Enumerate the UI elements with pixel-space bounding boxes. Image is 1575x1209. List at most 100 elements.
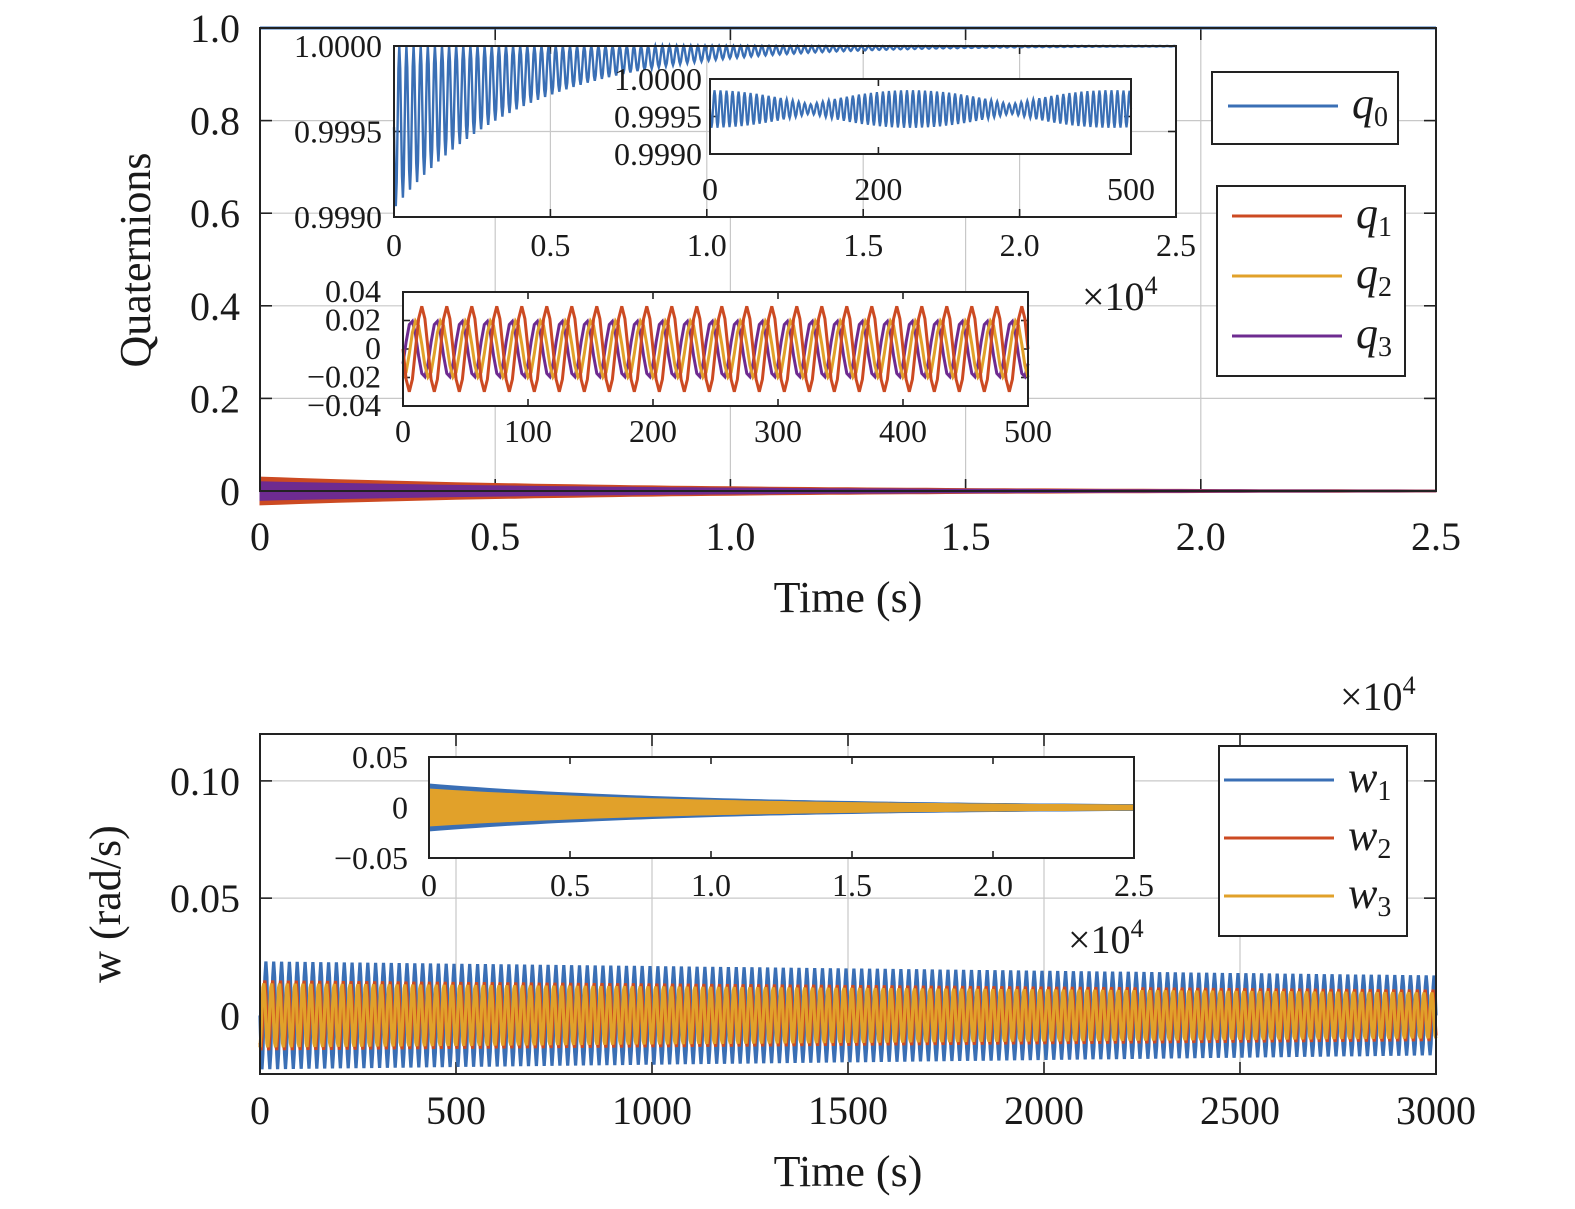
- inset-q0-full-ytick-label: 1.0000: [294, 28, 382, 64]
- bottom-legend-w2-symbol: w: [1348, 811, 1378, 860]
- bottom-ytick-label: 0.10: [170, 759, 240, 804]
- bottom-legend-box: [1218, 745, 1408, 937]
- top-ylabel: Quaternions: [111, 152, 160, 367]
- inset-q123-xtick-label: 500: [1004, 413, 1052, 449]
- inset-q123-xtick-label: 300: [754, 413, 802, 449]
- top-xtick-label: 1.5: [941, 514, 991, 559]
- bottom-xtick-label: 500: [426, 1088, 486, 1133]
- top-ytick-label: 0.4: [190, 284, 240, 329]
- bottom-xtick-label: 2000: [1004, 1088, 1084, 1133]
- inset-q123-series-q2: [401, 317, 1030, 381]
- top-legend-q0-subscript: 0: [1374, 102, 1388, 133]
- bottom-top-multiplier: ×104: [1340, 671, 1416, 719]
- inset-q123-series-q1: [401, 305, 1030, 393]
- inset-q0-500-ytick-label: 0.9990: [614, 136, 702, 172]
- top-ytick-label: 1.0: [190, 6, 240, 51]
- inset-q0-full-ytick-label: 0.9990: [294, 199, 382, 235]
- bottom-legend-w3-label: w3: [1348, 869, 1391, 923]
- bottom-xtick-label: 1500: [808, 1088, 888, 1133]
- inset-q123-xtick-label: 200: [629, 413, 677, 449]
- bottom-xtick-label: 1000: [612, 1088, 692, 1133]
- bottom-legend-w1-symbol: w: [1348, 753, 1378, 802]
- top-legend-q1-subscript: 1: [1378, 212, 1392, 243]
- bottom-legend-w3-subscript: 3: [1377, 892, 1391, 923]
- bottom-series-w3: [258, 983, 1438, 1048]
- inset-w-xtick-label: 2.0: [973, 867, 1013, 903]
- top-ytick-label: 0.2: [190, 376, 240, 421]
- inset-q123-xtick-label: 100: [504, 413, 552, 449]
- inset-w-frame: [428, 756, 1135, 859]
- inset-q123-ytick-label: −0.04: [307, 387, 381, 423]
- top-legend-q3-label: q3: [1356, 309, 1392, 363]
- inset-q0-full-xtick-label: 2.0: [1000, 227, 1040, 263]
- top-legend-q0-label: q0: [1352, 79, 1388, 133]
- inset-q123-ytick-label: 0.02: [325, 302, 381, 338]
- top-legend-q2-label: q2: [1356, 249, 1392, 303]
- inset-w-xtick-label: 1.5: [832, 867, 872, 903]
- bottom-top-multiplier-exponent: 4: [1403, 671, 1416, 700]
- bottom-xlabel: Time (s): [774, 1147, 923, 1196]
- top-ytick-label: 0: [220, 469, 240, 514]
- top-axes-frame: [259, 27, 1437, 492]
- top-legend-q3-symbol: q: [1356, 309, 1378, 358]
- inset-q123-xtick-label: 400: [879, 413, 927, 449]
- inset-w-multiplier: ×104: [1068, 914, 1144, 962]
- inset-w-ytick-label: 0: [392, 790, 408, 826]
- top-legend-q1-label: q1: [1356, 189, 1392, 243]
- inset-w-ytick-label: 0.05: [352, 739, 408, 775]
- inset-q0-full-xtick-label: 0.5: [530, 227, 570, 263]
- bottom-legend-w1-label: w1: [1348, 753, 1391, 807]
- inset-q123-ytick-label: 0.04: [325, 273, 381, 309]
- inset-w-xtick-label: 2.5: [1114, 867, 1154, 903]
- bottom-xtick-label: 0: [250, 1088, 270, 1133]
- inset-q0-full-xtick-label: 2.5: [1156, 227, 1196, 263]
- top-legend-q0-symbol: q: [1352, 79, 1374, 128]
- inset-w-multiplier-exponent: 4: [1131, 914, 1144, 943]
- top-xtick-label: 0.5: [470, 514, 520, 559]
- top-xtick-label: 2.0: [1176, 514, 1226, 559]
- inset-q123-xtick-label: 0: [395, 413, 411, 449]
- inset-q0-full-multiplier-exponent: 4: [1145, 271, 1158, 300]
- bottom-axes-frame: [259, 733, 1437, 1075]
- bottom-xtick-label: 3000: [1396, 1088, 1476, 1133]
- inset-w-ytick-label: −0.05: [334, 840, 408, 876]
- inset-q123-ytick-label: −0.02: [307, 359, 381, 395]
- inset-q0-full-xtick-label: 0: [386, 227, 402, 263]
- top-legend-q0-box: [1211, 71, 1399, 145]
- top-legend-q1-symbol: q: [1356, 189, 1378, 238]
- bottom-legend-w2-subscript: 2: [1377, 834, 1391, 865]
- inset-q0-full-multiplier-base: ×10: [1082, 274, 1145, 319]
- inset-q0-500-xtick-label: 0: [702, 171, 718, 207]
- inset-q123-frame: [402, 291, 1029, 407]
- top-xtick-label: 1.0: [705, 514, 755, 559]
- bottom-ylabel: w (rad/s): [81, 825, 130, 983]
- top-legend-q3-subscript: 3: [1378, 332, 1392, 363]
- top-xlabel: Time (s): [774, 573, 923, 622]
- top-xtick-label: 2.5: [1411, 514, 1461, 559]
- inset-q0-full-xtick-label: 1.0: [687, 227, 727, 263]
- bottom-ytick-label: 0.05: [170, 876, 240, 921]
- top-ytick-label: 0.6: [190, 191, 240, 236]
- inset-w-xtick-label: 0: [421, 867, 437, 903]
- bottom-legend-w3-symbol: w: [1348, 869, 1378, 918]
- inset-q0-500-ytick-label: 0.9995: [614, 99, 702, 135]
- inset-q0-full-ytick-label: 0.9995: [294, 114, 382, 150]
- top-ytick-label: 0.8: [190, 99, 240, 144]
- bottom-top-multiplier-base: ×10: [1340, 674, 1403, 719]
- inset-q0-500-ytick-label: 1.0000: [614, 61, 702, 97]
- top-legend-q2-symbol: q: [1356, 249, 1378, 298]
- inset-q123-ytick-label: 0: [365, 330, 381, 366]
- top-legend-q123-box: [1216, 185, 1406, 377]
- top-xtick-label: 0: [250, 514, 270, 559]
- inset-q0-500-frame: [709, 78, 1132, 155]
- inset-w-multiplier-base: ×10: [1068, 917, 1131, 962]
- inset-q0-full-multiplier: ×104: [1082, 271, 1158, 319]
- bottom-legend-w2-label: w2: [1348, 811, 1391, 865]
- top-legend-q2-subscript: 2: [1378, 272, 1392, 303]
- inset-q0-full-xtick-label: 1.5: [843, 227, 883, 263]
- bottom-xtick-label: 2500: [1200, 1088, 1280, 1133]
- inset-q0-full-frame: [393, 45, 1177, 218]
- inset-q123-series-q3: [401, 318, 1030, 380]
- bottom-legend-w1-subscript: 1: [1377, 776, 1391, 807]
